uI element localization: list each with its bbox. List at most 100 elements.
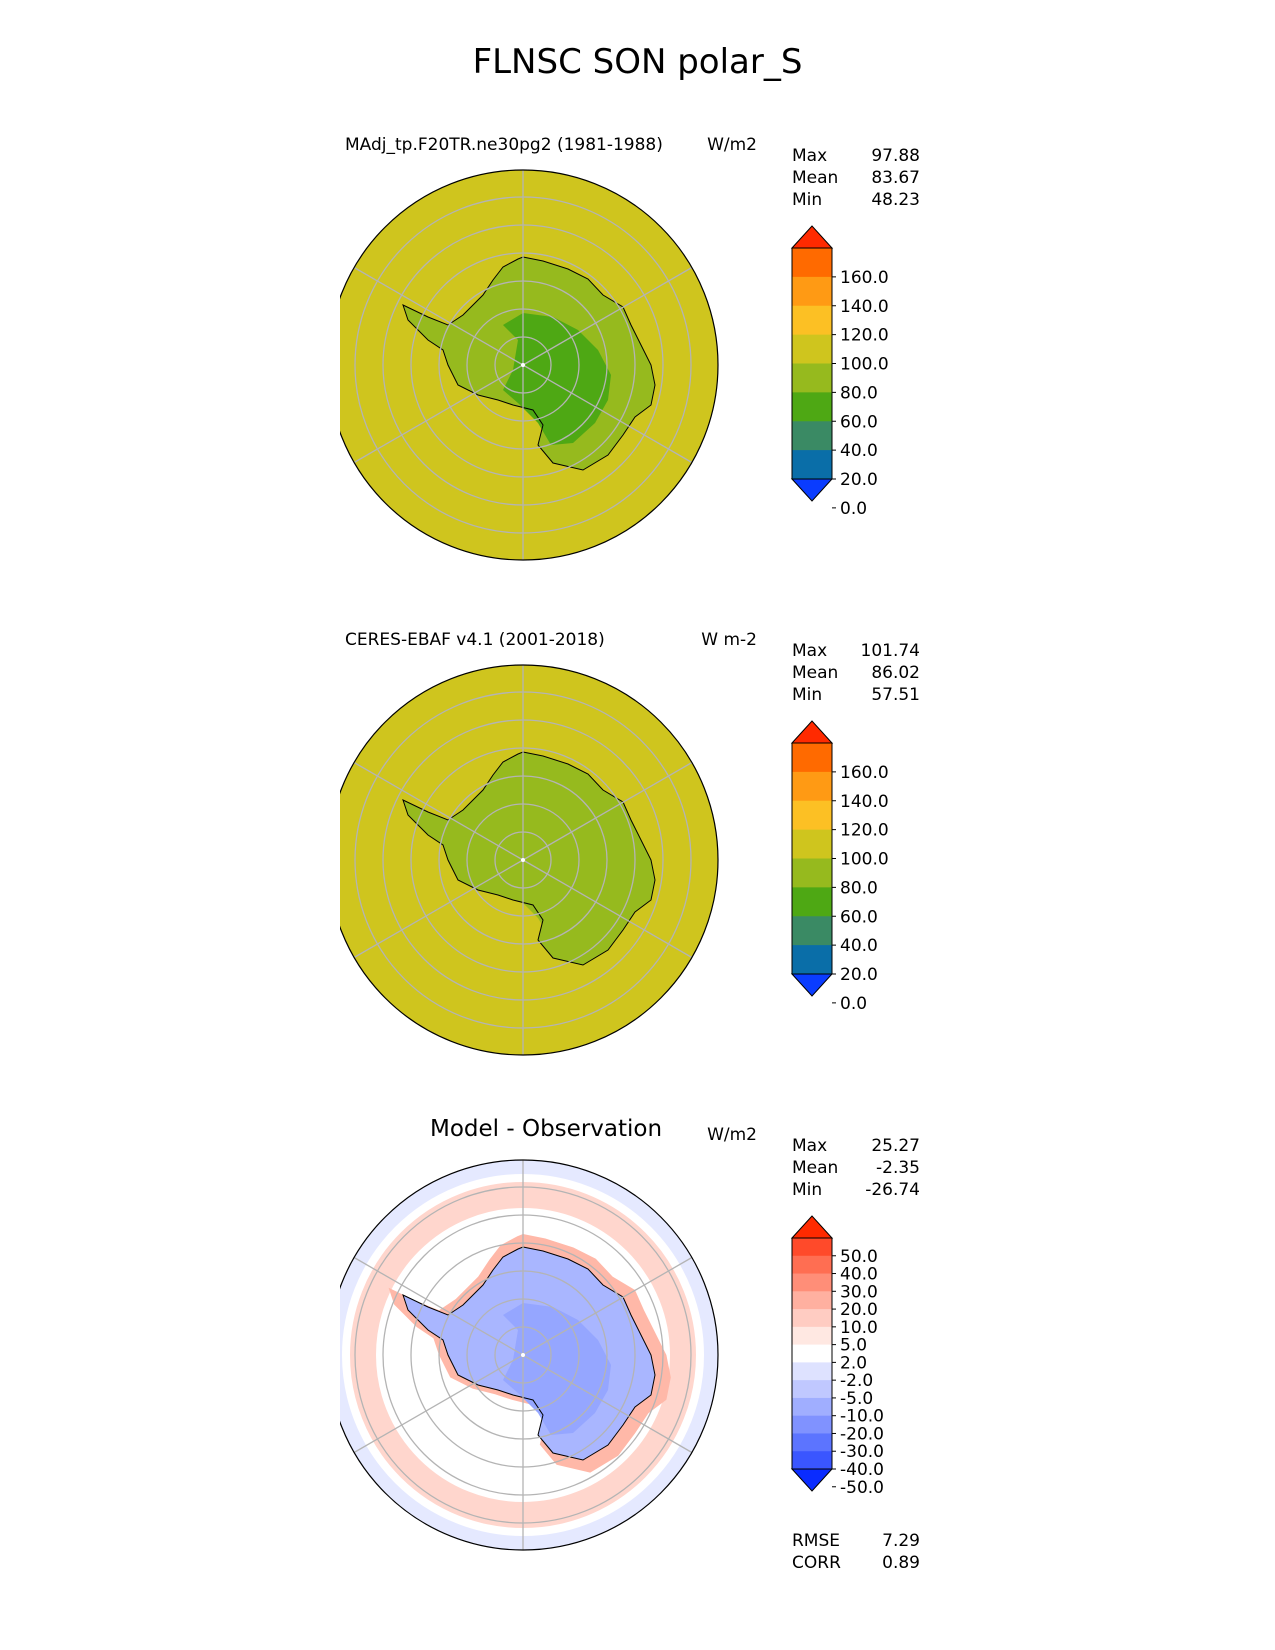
stat-label: Max: [792, 641, 828, 661]
panel-difference: Model - Observation W/m2 Max 25.27 Mean -2…: [0, 1116, 1275, 1610]
colorbar-tick-label: 50.0: [840, 1247, 878, 1267]
colorbar-segment: [792, 1362, 832, 1381]
colorbar-tick-label: 140.0: [840, 297, 889, 317]
panel-test: MAdj_tp.F20TR.ne30pg2 (1981-1988) W/m2 M…: [0, 130, 1275, 620]
colorbar-extend-max: [790, 225, 834, 249]
colorbar-segment: [792, 800, 832, 831]
colorbar-segment: [792, 743, 832, 773]
map-field: [340, 665, 718, 1055]
colorbar-tick-label: 60.0: [840, 907, 878, 927]
longitude-gridline: [522, 1256, 693, 1356]
longitude-gridline: [353, 1256, 524, 1356]
panel-reference: CERES-EBAF v4.1 (2001-2018) W m-2 Max 101…: [0, 625, 1275, 1115]
stat-label: Mean: [792, 168, 839, 188]
colorbar-tick-label: -40.0: [840, 1460, 884, 1480]
polar-map: [340, 169, 719, 561]
colorbar-segment: [792, 1326, 832, 1346]
colorbar-segment: [792, 858, 832, 888]
colorbar-segment: [792, 421, 832, 451]
panel-title: CERES-EBAF v4.1 (2001-2018): [345, 630, 605, 650]
pole-marker: [521, 1353, 525, 1357]
longitude-gridline: [522, 859, 693, 959]
stat-label: Max: [792, 1136, 828, 1156]
colorbar-tick-label: 120.0: [840, 326, 889, 346]
pole-marker: [521, 363, 525, 367]
colorbar-segment: [792, 887, 832, 917]
colorbar-tick-label: 2.0: [840, 1353, 867, 1373]
longitude-gridline: [522, 761, 693, 861]
metric-value: 0.89: [882, 1553, 920, 1573]
colorbar-extend-min: [790, 1468, 834, 1492]
colorbar-tick-label: 0.0: [840, 499, 867, 516]
longitude-gridline: [522, 1354, 693, 1454]
colorbar-segment: [792, 334, 832, 364]
panel-units: W/m2: [707, 135, 757, 155]
stat-value: 101.74: [860, 641, 920, 661]
stat-value: 83.67: [871, 168, 920, 188]
stat-value: 86.02: [871, 663, 920, 683]
colorbar-segment: [792, 1309, 832, 1328]
map-field: [340, 170, 718, 560]
colorbar-segment: [792, 305, 832, 336]
interior-field: [503, 313, 611, 445]
stat-label: Min: [792, 685, 823, 705]
stat-value: -2.35: [876, 1158, 920, 1178]
stat-value: 57.51: [871, 685, 920, 705]
colorbar-segment: [792, 1273, 832, 1292]
stats-box: Max 25.27 Mean -2.35 Min -26.74: [792, 1135, 920, 1201]
colorbar-tick-label: -50.0: [840, 1478, 884, 1498]
colorbar-tick-label: 100.0: [840, 850, 889, 870]
colorbar-tick-label: -5.0: [840, 1389, 873, 1409]
colorbar-tick-label: -30.0: [840, 1442, 884, 1462]
colorbar-segment: [792, 945, 832, 975]
polar-map: [340, 664, 719, 1056]
colorbar-extend-min: [790, 478, 834, 502]
colorbar-tick-label: 40.0: [840, 936, 878, 956]
metric-label: RMSE: [792, 1531, 841, 1551]
map-boundary: [340, 664, 719, 1056]
colorbar-tick-label: -10.0: [840, 1407, 884, 1427]
colorbar-tick-label: 80.0: [840, 878, 878, 898]
stat-label: Max: [792, 146, 828, 166]
interior-field: [503, 808, 611, 940]
colorbar-tick-label: 60.0: [840, 412, 878, 432]
stat-value: 48.23: [871, 190, 920, 210]
polar-map: [340, 1159, 719, 1551]
colorbar-tick-label: 0.0: [840, 994, 867, 1011]
colorbar-tick-label: -2.0: [840, 1371, 873, 1391]
stat-label: Min: [792, 190, 823, 210]
colorbar-segment: [792, 829, 832, 859]
colorbar-tick-label: 20.0: [840, 965, 878, 985]
metric-value: 7.29: [882, 1531, 920, 1551]
panel-units: W m-2: [701, 630, 757, 650]
stat-label: Mean: [792, 1158, 839, 1178]
colorbar-segment: [792, 1451, 832, 1470]
colorbar-segment: [792, 1397, 832, 1417]
colorbar-segment: [792, 1238, 832, 1257]
interior-negative-anomaly: [503, 1303, 611, 1435]
map-field: [340, 1160, 718, 1550]
longitude-gridline: [353, 266, 524, 366]
colorbar: 160.0 140.0 120.0 100.0 80.0 60.0 40.0 20.0 0.0: [790, 720, 889, 1011]
colorbar-tick-label: 30.0: [840, 1282, 878, 1302]
colorbar-segment: [792, 1415, 832, 1434]
colorbar: 160.0 140.0 120.0 100.0 80.0 60.0 40.0 20.0 0.0: [790, 225, 889, 516]
colorbar-tick-label: 140.0: [840, 792, 889, 812]
longitude-gridline: [353, 1354, 524, 1454]
longitude-gridline: [522, 364, 693, 464]
colorbar-segment: [792, 771, 832, 802]
map-boundary: [340, 169, 719, 561]
longitude-gridline: [522, 266, 693, 366]
colorbar-tick-label: 40.0: [840, 1265, 878, 1285]
colorbar-extend-min: [790, 973, 834, 997]
colorbar-segment: [792, 916, 832, 946]
stat-value: 97.88: [871, 146, 920, 166]
colorbar-segment: [792, 276, 832, 307]
colorbar-tick-label: 5.0: [840, 1336, 867, 1356]
colorbar-segment: [792, 1291, 832, 1310]
stat-label: Mean: [792, 663, 839, 683]
colorbar-segment: [792, 248, 832, 278]
figure-title: FLNSC SON polar_S: [472, 42, 803, 82]
stats-box: Max 101.74 Mean 86.02 Min 57.51: [792, 640, 920, 706]
colorbar-tick-label: 20.0: [840, 470, 878, 490]
